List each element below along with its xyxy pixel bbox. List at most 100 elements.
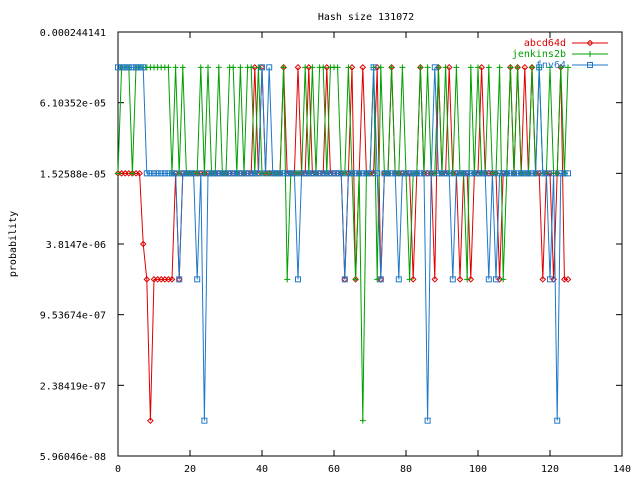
- square-point: [439, 170, 445, 177]
- square-point: [190, 170, 197, 177]
- diamond-point: [586, 39, 594, 47]
- square-point: [125, 64, 132, 71]
- square-point: [280, 170, 287, 177]
- square-point: [392, 170, 399, 177]
- square-point: [172, 170, 179, 177]
- x-tick-label: 20: [184, 464, 196, 475]
- square-point: [266, 64, 273, 71]
- square-point: [147, 170, 154, 177]
- square-point: [514, 170, 521, 177]
- x-tick-label: 80: [400, 464, 412, 475]
- square-point: [122, 64, 129, 71]
- square-point: [435, 170, 442, 177]
- plus-point: [557, 64, 564, 71]
- plus-point: [284, 276, 291, 283]
- plus-point: [374, 276, 381, 283]
- plus-point: [464, 276, 471, 283]
- square-point: [273, 170, 280, 177]
- plus-point: [230, 64, 237, 71]
- square-point: [507, 170, 514, 177]
- y-axis-label: probability: [8, 211, 19, 277]
- square-point: [554, 417, 561, 424]
- square-point: [151, 170, 157, 177]
- square-point: [388, 170, 395, 177]
- square-point: [291, 170, 298, 177]
- chart-title: Hash size 131072: [318, 12, 414, 23]
- square-point: [143, 170, 150, 177]
- square-point: [500, 170, 507, 177]
- square-point: [399, 170, 406, 177]
- square-point: [536, 64, 543, 71]
- square-point: [547, 276, 553, 283]
- square-point: [230, 170, 237, 177]
- diamond-point: [294, 64, 302, 71]
- square-point: [406, 170, 413, 177]
- square-point: [208, 170, 215, 177]
- plus-point: [388, 64, 395, 71]
- plus-point: [377, 64, 384, 71]
- square-point: [464, 170, 471, 177]
- square-point: [417, 170, 424, 177]
- square-point: [154, 170, 161, 177]
- square-point: [410, 170, 417, 177]
- square-point: [277, 170, 283, 177]
- square-point: [284, 170, 291, 177]
- square-point: [313, 170, 319, 177]
- square-point: [259, 64, 265, 71]
- plus-point: [496, 64, 503, 71]
- square-point: [453, 170, 460, 177]
- diamond-point: [139, 240, 147, 248]
- square-point: [557, 170, 564, 177]
- square-point: [511, 170, 517, 177]
- y-tick-label: 2.38419e-07: [40, 381, 106, 392]
- square-point: [478, 170, 485, 177]
- plus-point: [587, 51, 593, 57]
- square-point: [248, 170, 255, 177]
- x-tick-label: 60: [328, 464, 340, 475]
- plus-point: [475, 64, 481, 71]
- square-point: [115, 64, 121, 71]
- square-point: [539, 170, 546, 177]
- square-point: [529, 170, 535, 177]
- square-point: [262, 170, 269, 177]
- plus-point: [115, 170, 121, 177]
- diamond-point: [409, 276, 417, 283]
- square-point: [176, 276, 183, 283]
- square-point: [543, 170, 550, 177]
- square-point: [457, 170, 463, 177]
- diamond-point: [431, 276, 439, 283]
- square-point: [489, 170, 496, 177]
- x-tick-label: 40: [256, 464, 268, 475]
- square-point: [493, 276, 499, 283]
- plus-point: [179, 64, 186, 71]
- square-point: [521, 170, 528, 177]
- diamond-point: [305, 64, 313, 71]
- plus-point: [248, 64, 255, 71]
- square-point: [205, 170, 211, 177]
- axes: 0.000244141 6.10352e-05 1.52588e-05 3.8147e…: [40, 28, 631, 475]
- square-point: [255, 170, 262, 177]
- plus-point: [449, 170, 456, 177]
- diamond-point: [535, 170, 543, 177]
- plus-point: [417, 64, 424, 71]
- square-point: [316, 170, 323, 177]
- square-point: [219, 170, 226, 177]
- plus-point: [493, 170, 499, 177]
- square-point: [201, 417, 208, 424]
- y-tick-label: 6.10352e-05: [40, 99, 106, 110]
- square-point: [241, 170, 247, 177]
- square-point: [165, 170, 172, 177]
- square-point: [323, 170, 330, 177]
- square-point: [327, 170, 334, 177]
- plus-point: [320, 64, 327, 71]
- square-point: [565, 170, 571, 177]
- diamond-point: [564, 276, 572, 283]
- square-point: [183, 170, 190, 177]
- square-point: [377, 276, 384, 283]
- square-point: [496, 170, 503, 177]
- square-point: [413, 170, 420, 177]
- square-point: [338, 170, 345, 177]
- plus-point: [165, 64, 172, 71]
